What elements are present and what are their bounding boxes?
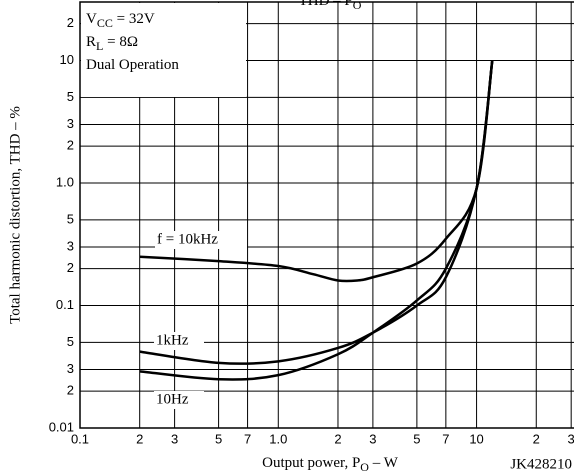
- x-tick-label: 7: [442, 431, 449, 446]
- label-background: [154, 332, 204, 350]
- series-label: 1kHz: [156, 332, 189, 348]
- y-tick-label: 2: [67, 138, 74, 153]
- x-axis-label: Output power, PO – W: [262, 455, 399, 473]
- chart-title-main: THD – P: [299, 0, 353, 9]
- y-tick-label: 5: [67, 211, 74, 226]
- x-tick-label: 1.0: [269, 431, 287, 446]
- condition-main: Dual Operation: [86, 57, 179, 73]
- y-tick-label: 1.0: [56, 174, 74, 189]
- y-tick-label: 10: [60, 52, 74, 67]
- y-tick-label: 3: [67, 116, 74, 131]
- condition-main: V: [86, 11, 97, 27]
- x-tick-label: 3: [369, 431, 376, 446]
- y-tick-label: 2: [67, 15, 74, 30]
- series-label: 10Hz: [156, 391, 189, 407]
- condition: Dual Operation: [86, 57, 179, 73]
- condition-sub: L: [96, 39, 103, 53]
- conditions-box: [81, 3, 246, 97]
- x-tick-label: 10: [469, 431, 483, 446]
- condition: RL = 8Ω: [86, 34, 138, 52]
- y-axis-label: Total harmonic distortion, THD – %: [7, 106, 23, 324]
- y-tick-label: 3: [67, 361, 74, 376]
- x-axis-label-sub: O: [360, 460, 369, 474]
- label-background: [155, 231, 247, 249]
- figure-code: JK428210: [510, 456, 572, 472]
- series-label: f = 10kHz: [157, 231, 218, 247]
- x-axis-label-main: Output power, P: [262, 455, 360, 471]
- y-tick-label: 5: [67, 89, 74, 104]
- condition-rest: = 32V: [113, 11, 155, 27]
- x-tick-label: 5: [413, 431, 420, 446]
- x-tick-label: 7: [244, 431, 251, 446]
- y-tick-label: 5: [67, 334, 74, 349]
- y-tick-label: 0.1: [56, 297, 74, 312]
- x-tick-label: 5: [215, 431, 222, 446]
- condition: VCC = 32V: [86, 11, 155, 29]
- curve: [139, 60, 494, 381]
- x-tick-label: 2: [136, 431, 143, 446]
- y-tick-label: 0.01: [49, 419, 74, 434]
- chart-title-sub: O: [353, 0, 362, 12]
- chart-title: THD – PO: [299, 0, 362, 12]
- x-tick-label: 0.1: [71, 431, 89, 446]
- condition-sub: CC: [97, 16, 113, 30]
- x-tick-label: 2: [334, 431, 341, 446]
- y-tick-label: 3: [67, 238, 74, 253]
- x-tick-label: 3: [171, 431, 178, 446]
- plot-frame: [79, 1, 574, 429]
- y-tick-label: 2: [67, 260, 74, 275]
- condition-main: R: [86, 34, 96, 50]
- x-tick-label: 3: [568, 431, 574, 446]
- x-axis-label-rest: – W: [369, 455, 399, 471]
- y-tick-label: 2: [67, 383, 74, 398]
- curve: [139, 60, 494, 283]
- condition-rest: = 8Ω: [103, 34, 138, 50]
- label-background: [154, 391, 204, 409]
- x-tick-label: 2: [533, 431, 540, 446]
